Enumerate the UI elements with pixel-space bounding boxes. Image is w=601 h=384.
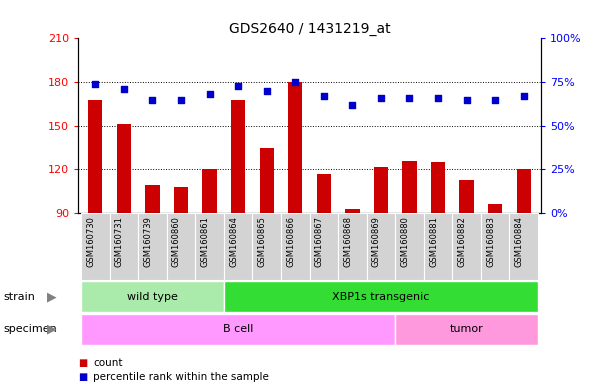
Point [433, 95, 443, 101]
Bar [453, 213, 481, 280]
Bar [252, 213, 281, 280]
Bar [367, 213, 395, 280]
Text: count: count [93, 358, 123, 368]
Text: GSM160866: GSM160866 [286, 217, 295, 268]
Point [519, 93, 528, 99]
Text: GSM160865: GSM160865 [258, 217, 267, 267]
Bar [424, 213, 453, 280]
Text: GSM160882: GSM160882 [457, 217, 466, 267]
Text: GSM160864: GSM160864 [229, 217, 238, 267]
Bar [517, 169, 531, 213]
Bar [488, 204, 502, 213]
Bar [174, 187, 188, 213]
Bar [460, 180, 474, 213]
Text: B cell: B cell [223, 324, 253, 334]
Bar [395, 213, 424, 280]
Bar [195, 213, 224, 280]
Text: XBP1s transgenic: XBP1s transgenic [332, 291, 430, 302]
Bar [395, 314, 538, 345]
Bar [88, 99, 102, 213]
Bar [138, 213, 166, 280]
Bar [288, 82, 302, 213]
Text: GSM160884: GSM160884 [515, 217, 523, 267]
Bar [203, 169, 217, 213]
Bar [510, 213, 538, 280]
Text: ■: ■ [78, 358, 87, 368]
Bar [310, 213, 338, 280]
Bar [109, 213, 138, 280]
Point [376, 95, 386, 101]
Text: GSM160868: GSM160868 [343, 217, 352, 268]
Text: ▶: ▶ [47, 290, 56, 303]
Point [233, 83, 243, 89]
Text: GSM160869: GSM160869 [372, 217, 381, 267]
Bar [231, 99, 245, 213]
Bar [317, 174, 331, 213]
Point [119, 86, 129, 92]
Bar [431, 162, 445, 213]
Bar [402, 161, 416, 213]
Bar [145, 185, 159, 213]
Text: GSM160883: GSM160883 [486, 217, 495, 268]
Point [290, 79, 300, 85]
Text: GSM160881: GSM160881 [429, 217, 438, 267]
Bar [166, 213, 195, 280]
Bar [224, 281, 538, 312]
Text: ▶: ▶ [47, 323, 56, 336]
Point [176, 96, 186, 103]
Point [462, 96, 471, 103]
Point [347, 102, 357, 108]
Text: ■: ■ [78, 372, 87, 382]
Bar [224, 213, 252, 280]
Bar [281, 213, 310, 280]
Text: wild type: wild type [127, 291, 178, 302]
Point [490, 96, 500, 103]
Point [148, 96, 157, 103]
Bar [260, 147, 274, 213]
Point [91, 81, 100, 87]
Point [404, 95, 414, 101]
Text: GSM160867: GSM160867 [315, 217, 324, 268]
Bar [117, 124, 131, 213]
Point [319, 93, 329, 99]
Title: GDS2640 / 1431219_at: GDS2640 / 1431219_at [229, 22, 390, 36]
Text: GSM160731: GSM160731 [115, 217, 124, 267]
Text: strain: strain [3, 291, 35, 302]
Text: specimen: specimen [3, 324, 56, 334]
Text: percentile rank within the sample: percentile rank within the sample [93, 372, 269, 382]
Bar [374, 167, 388, 213]
Text: GSM160730: GSM160730 [87, 217, 96, 267]
Text: tumor: tumor [450, 324, 483, 334]
Point [205, 91, 215, 98]
Bar [345, 209, 359, 213]
Bar [338, 213, 367, 280]
Bar [81, 314, 395, 345]
Text: GSM160861: GSM160861 [201, 217, 210, 267]
Text: GSM160880: GSM160880 [400, 217, 409, 267]
Bar [81, 213, 109, 280]
Bar [481, 213, 510, 280]
Text: GSM160860: GSM160860 [172, 217, 181, 267]
Point [262, 88, 272, 94]
Bar [81, 281, 224, 312]
Text: GSM160739: GSM160739 [144, 217, 153, 267]
